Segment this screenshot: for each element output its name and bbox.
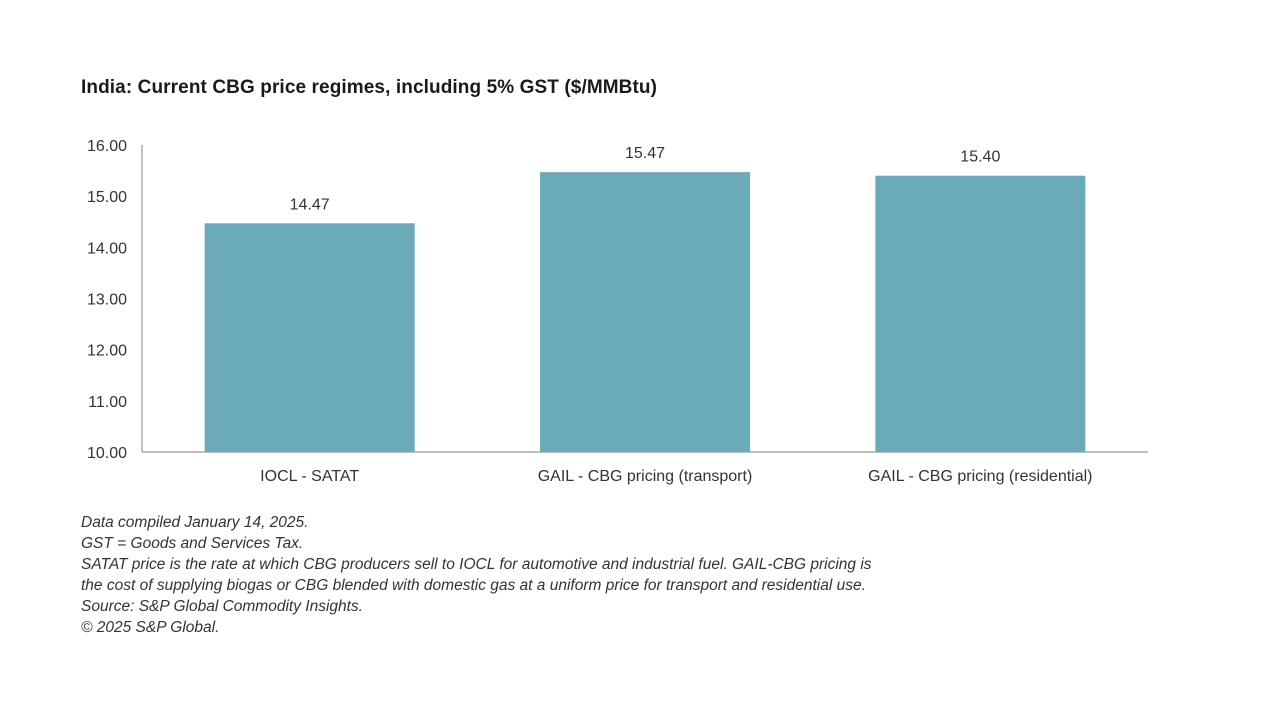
y-tick-label: 12.00 [87, 343, 127, 360]
y-tick-label: 10.00 [87, 445, 127, 462]
chart-notes: Data compiled January 14, 2025. GST = Go… [81, 512, 872, 638]
y-tick-label: 13.00 [87, 292, 127, 309]
source-line: Source: S&P Global Commodity Insights. [81, 598, 363, 615]
note-line: Data compiled January 14, 2025. [81, 514, 309, 531]
bar [540, 172, 750, 452]
y-tick-label: 11.00 [88, 394, 127, 411]
note-line: GST = Goods and Services Tax. [81, 535, 304, 552]
y-tick-label: 16.00 [87, 138, 127, 155]
data-label: 15.47 [625, 145, 665, 162]
y-tick-label: 15.00 [87, 189, 127, 206]
category-label: GAIL - CBG pricing (transport) [538, 468, 753, 485]
note-line: SATAT price is the rate at which CBG pro… [81, 556, 872, 573]
chart-title: India: Current CBG price regimes, includ… [81, 77, 658, 98]
chart-bars [204, 172, 1086, 452]
note-line: the cost of supplying biogas or CBG blen… [81, 577, 866, 594]
bar [875, 175, 1086, 452]
copyright-line: © 2025 S&P Global. [81, 619, 220, 636]
y-tick-label: 14.00 [87, 240, 127, 257]
category-label: GAIL - CBG pricing (residential) [868, 468, 1092, 485]
category-label: IOCL - SATAT [260, 468, 359, 485]
bar [204, 223, 415, 452]
data-label: 15.40 [960, 149, 1000, 166]
chart-labels: 14.47 IOCL - SATAT 15.47 GAIL - CBG pricing… [260, 145, 1092, 485]
data-label: 14.47 [290, 196, 330, 213]
